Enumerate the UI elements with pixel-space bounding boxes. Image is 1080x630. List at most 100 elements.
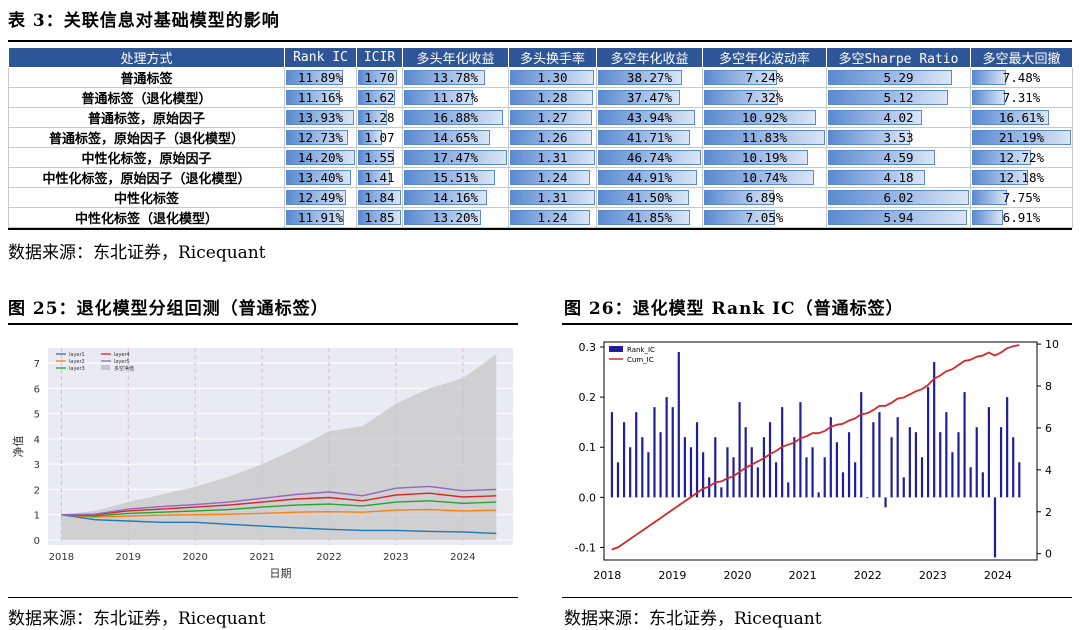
table-cell: 12.18% xyxy=(970,167,1073,188)
table-header-cell: Rank IC xyxy=(284,47,357,68)
cum-ic-line xyxy=(611,344,1020,551)
table-cell: 6.89% xyxy=(702,187,827,208)
ic-bar xyxy=(945,412,948,498)
data-bar xyxy=(286,110,354,125)
fig25-top-rule xyxy=(8,323,518,325)
table-row: 普通标签 11.89% 1.70 13.78% 1.30 38.27% 7.24% 5.29 7… xyxy=(8,67,1073,88)
table-cell: 11.83% xyxy=(702,127,827,148)
line-layer5 xyxy=(61,485,497,516)
cell-value: 10.92% xyxy=(741,110,788,125)
ic-bar xyxy=(866,497,869,499)
ic-bar xyxy=(683,437,686,498)
cell-value: 44.91% xyxy=(626,170,673,185)
table-cell: 41.85% xyxy=(596,207,703,228)
data-bar xyxy=(828,170,926,185)
data-bar xyxy=(404,190,488,205)
cell-value: 17.47% xyxy=(432,150,479,165)
ic-bar xyxy=(890,437,893,498)
data-bar xyxy=(358,150,394,165)
data-bar xyxy=(972,130,1071,145)
data-bar xyxy=(358,110,388,125)
data-bar xyxy=(510,90,593,105)
legend-label: Cum_IC xyxy=(627,356,654,364)
ic-bar xyxy=(829,417,832,498)
table-cell: 5.12 xyxy=(826,87,971,108)
data-bar xyxy=(972,190,1007,205)
data-bar xyxy=(828,130,910,145)
ic-bar xyxy=(756,467,759,498)
ic-bar xyxy=(908,427,911,498)
y-tick-label: 2 xyxy=(34,485,40,496)
ic-bar xyxy=(750,447,753,498)
ic-bar xyxy=(884,497,887,508)
y-tick-label: 0 xyxy=(34,536,40,547)
y-right-tick-label: 10 xyxy=(1045,338,1059,351)
data-bar xyxy=(510,150,595,165)
fig25-bottom-rule xyxy=(8,597,518,598)
cell-value: 1.85 xyxy=(364,210,395,225)
x-tick-label: 2024 xyxy=(450,552,475,563)
data-bar xyxy=(598,70,682,85)
cell-value: 1.26 xyxy=(537,130,568,145)
data-bar xyxy=(358,90,396,105)
ic-bar xyxy=(635,412,638,498)
ic-bar xyxy=(720,487,723,498)
data-bar xyxy=(358,170,391,185)
ic-bar xyxy=(1006,397,1009,498)
table-cell: 1.31 xyxy=(508,147,597,168)
table-cell: 14.16% xyxy=(402,187,509,208)
ic-bar xyxy=(963,392,966,498)
table-cell: 43.94% xyxy=(596,107,703,128)
table-cell: 15.51% xyxy=(402,167,509,188)
table-body: 普通标签 11.89% 1.70 13.78% 1.30 38.27% 7.24% 5.29 7… xyxy=(8,67,1073,228)
table-cell: 11.87% xyxy=(402,87,509,108)
cell-value: 41.71% xyxy=(626,130,673,145)
table-header-cell: 多头换手率 xyxy=(508,47,597,68)
table-row: 中性化标签，原始因子（退化模型） 13.40% 1.41 15.51% 1.24 44.9… xyxy=(8,167,1073,188)
cell-value: 12.49% xyxy=(297,190,344,205)
cell-value: 1.84 xyxy=(364,190,395,205)
table-header-cell: 多空Sharpe Ratio xyxy=(826,47,971,68)
data-bar xyxy=(286,190,347,205)
data-bar xyxy=(828,70,952,85)
ic-bar xyxy=(981,472,984,498)
table-cell: 3.53 xyxy=(826,127,971,148)
cell-value: 13.93% xyxy=(297,110,344,125)
ic-bar xyxy=(926,387,930,498)
ic-bar xyxy=(805,457,808,498)
table-cell: 11.91% xyxy=(284,207,357,228)
ic-bar xyxy=(841,472,845,498)
data-bar xyxy=(404,210,482,225)
table-cell: 1.28 xyxy=(508,87,597,108)
line-layer2 xyxy=(61,508,497,518)
table-cell: 41.50% xyxy=(596,187,703,208)
table-cell: 10.92% xyxy=(702,107,827,128)
y-tick-label: 3 xyxy=(34,460,40,471)
y-tick-label: 4 xyxy=(34,435,40,446)
ic-bar xyxy=(975,427,978,498)
cell-value: 12.73% xyxy=(297,130,344,145)
ic-bar xyxy=(835,442,838,498)
ic-bar xyxy=(744,427,747,498)
row-label: 普通标签，原始因子 xyxy=(8,107,285,128)
ic-bar xyxy=(969,467,972,498)
table-header-cell: 多空年化波动率 xyxy=(702,47,827,68)
table-source-note: 数据来源：东北证券，Ricequant xyxy=(8,243,266,263)
ic-bar xyxy=(622,422,626,498)
fig26-chart: 0.3 0.2 0.1 0.0 -0.1 10 8 6 4 2 0 2018 2019 2020 2021 2… xyxy=(575,338,1059,582)
table-header-row: 处理方式 Rank IC ICIR 多头年化收益 多头换手率 多空年化收益 多空年化波动率多… xyxy=(8,47,1073,68)
data-bar xyxy=(972,110,1050,125)
line-layer4 xyxy=(61,492,497,516)
cell-value: 11.16% xyxy=(297,90,344,105)
cell-value: 11.91% xyxy=(297,210,344,225)
cell-value: 6.91% xyxy=(1002,210,1041,225)
y-tick-label: 6 xyxy=(34,384,40,395)
y-left-tick-label: -0.1 xyxy=(575,541,596,554)
cell-value: 41.85% xyxy=(626,210,673,225)
cell-value: 7.31% xyxy=(1002,90,1041,105)
table-cell: 4.59 xyxy=(826,147,971,168)
ic-bar xyxy=(817,492,820,498)
table-cell: 41.71% xyxy=(596,127,703,148)
cell-value: 13.40% xyxy=(297,170,344,185)
data-bar xyxy=(704,190,774,205)
